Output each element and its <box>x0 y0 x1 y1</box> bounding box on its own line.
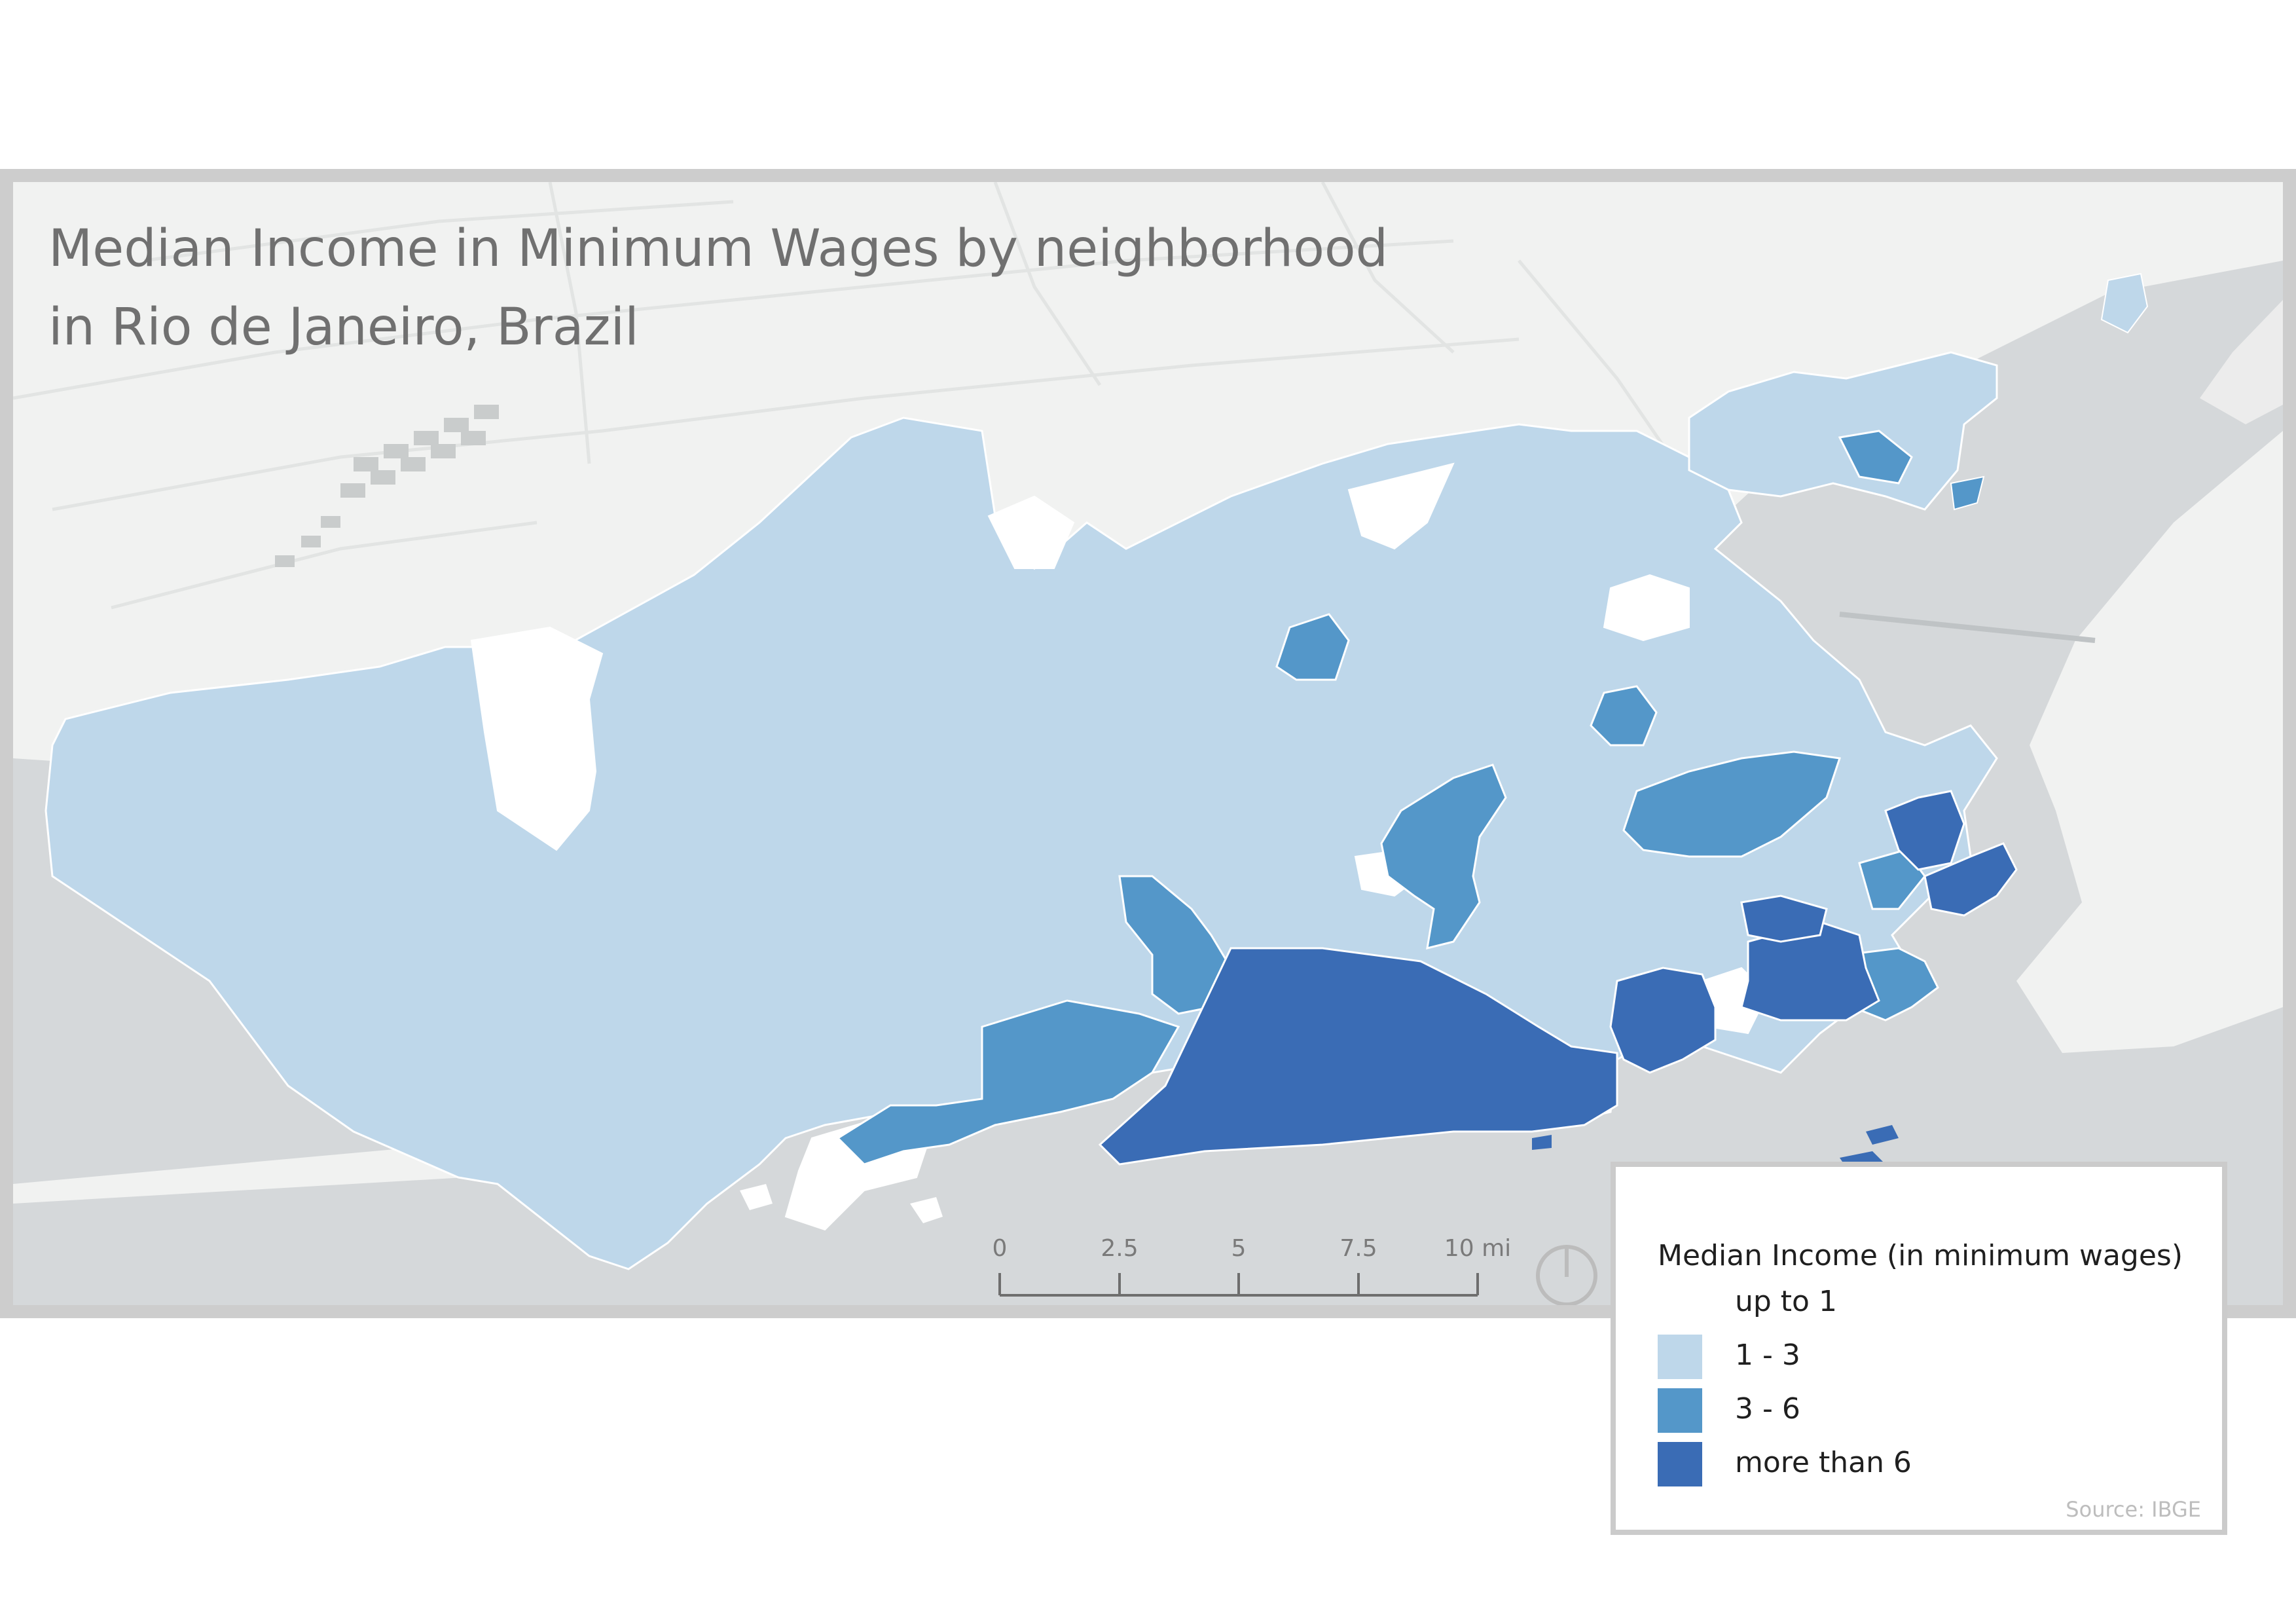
scale-label: 5 <box>1231 1235 1247 1262</box>
map-title-line-2: in Rio de Janeiro, Brazil <box>48 298 639 357</box>
region-more-than-6-botafogo[interactable] <box>1884 790 1965 871</box>
offshore-islets-white <box>740 1184 943 1223</box>
region-more-than-6-barra[interactable] <box>1098 947 1618 1166</box>
legend-title: Median Income (in minimum wages) <box>1658 1239 2183 1272</box>
region-3-6-north[interactable] <box>1275 613 1350 681</box>
legend-label: more than 6 <box>1735 1446 1912 1479</box>
legend: Median Income (in minimum wages) up to 1… <box>1611 1162 2227 1535</box>
region-ilha-governador[interactable] <box>1688 351 1998 511</box>
legend-label: 3 - 6 <box>1735 1392 1800 1426</box>
legend-label: 1 - 3 <box>1735 1338 1800 1372</box>
map-frame: 0 2.5 5 7.5 10 mi Median Income in Minim… <box>0 169 2296 1318</box>
scale-label: 2.5 <box>1101 1235 1138 1262</box>
region-3-6-ilha-ne[interactable] <box>1950 475 1985 511</box>
region-more-than-6-lagoa[interactable] <box>1740 895 1828 943</box>
north-arrow-icon <box>1536 1245 1597 1305</box>
scale-bar: 0 2.5 5 7.5 10 mi <box>993 1235 1511 1297</box>
region-up-to-1-central[interactable] <box>1603 574 1690 642</box>
scale-label: 7.5 <box>1339 1235 1377 1262</box>
legend-item-more-than-6: more than 6 <box>1658 1442 2195 1486</box>
region-3-6-midnorth[interactable] <box>1590 685 1658 747</box>
land-east <box>2016 431 2283 1053</box>
region-3-6-east[interactable] <box>1622 750 1841 858</box>
land-east-north <box>2200 300 2283 424</box>
region-up-to-1-west[interactable] <box>470 626 604 851</box>
legend-source: Source: IBGE <box>2066 1497 2201 1522</box>
bridge <box>1839 612 2096 643</box>
region-3-6-guaratiba[interactable] <box>836 999 1180 1166</box>
legend-swatch <box>1658 1335 1702 1379</box>
region-more-than-6-flamengo[interactable] <box>1923 842 2018 917</box>
region-islet-ne[interactable] <box>2100 272 2149 334</box>
map-title: Median Income in Minimum Wages by neighb… <box>48 210 1388 367</box>
legend-item-3-6: 3 - 6 <box>1658 1388 2195 1433</box>
region-more-than-6-sao-conrado[interactable] <box>1609 967 1717 1074</box>
scale-label: 0 <box>993 1235 1008 1262</box>
legend-item-up-to-1: up to 1 <box>1658 1281 2195 1325</box>
region-more-than-6-leblon[interactable] <box>1740 921 1880 1022</box>
region-up-to-1-tijuca[interactable] <box>1347 462 1455 550</box>
legend-swatch <box>1658 1388 1702 1433</box>
map-title-line-1: Median Income in Minimum Wages by neighb… <box>48 219 1389 278</box>
scale-label: 10 mi <box>1444 1235 1511 1262</box>
choropleth-map[interactable]: 0 2.5 5 7.5 10 mi <box>13 182 2283 1305</box>
legend-swatch <box>1658 1281 1702 1325</box>
legend-label: up to 1 <box>1735 1285 1837 1318</box>
region-3-6-southeast[interactable] <box>1858 849 1926 910</box>
region-up-to-1-north[interactable] <box>987 495 1075 569</box>
land-sandbar <box>13 1145 465 1204</box>
region-3-6-jacarepagua[interactable] <box>1380 764 1507 950</box>
legend-swatch <box>1658 1442 1702 1486</box>
urban-blocks <box>275 405 499 567</box>
road-network <box>13 182 1691 610</box>
legend-item-1-3: 1 - 3 <box>1658 1335 2195 1379</box>
region-3-6-ilha[interactable] <box>1838 430 1913 485</box>
